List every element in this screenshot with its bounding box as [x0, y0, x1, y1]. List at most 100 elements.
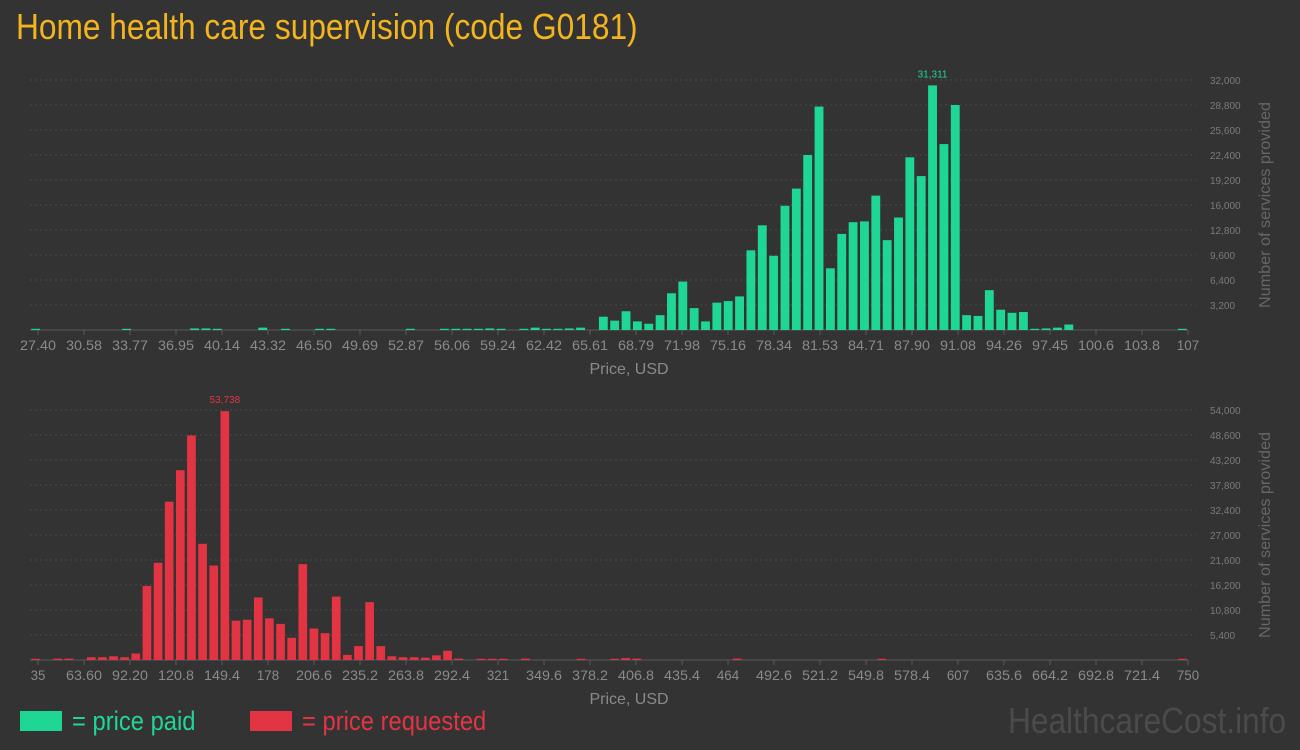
bar — [409, 657, 419, 660]
bar — [701, 321, 710, 330]
x-tick-label: 549.8 — [848, 667, 884, 683]
x-tick-label: 68.79 — [618, 337, 654, 353]
bar — [1041, 328, 1051, 330]
bar — [326, 328, 336, 330]
bar — [451, 328, 461, 330]
bar — [576, 327, 586, 330]
bar — [939, 144, 949, 330]
bar — [564, 328, 574, 330]
bar — [309, 628, 319, 660]
bar — [265, 618, 274, 660]
x-tick-label: 178 — [257, 667, 279, 683]
bar — [871, 195, 881, 330]
bar — [64, 658, 74, 660]
bar — [231, 620, 241, 660]
x-tick-label: 120.8 — [158, 667, 194, 683]
x-tick-label: 36.95 — [158, 337, 194, 353]
bar — [576, 658, 586, 660]
bar — [201, 328, 211, 330]
bar — [131, 653, 141, 660]
x-tick-label: 378.2 — [572, 667, 608, 683]
bar — [320, 633, 330, 660]
y-axis-label: Number of services provided — [1257, 432, 1274, 638]
bar — [950, 105, 960, 330]
bar — [1007, 312, 1017, 330]
x-tick-label: 103.8 — [1124, 337, 1160, 353]
x-axis-label: Price, USD — [589, 361, 668, 378]
x-tick-label: 721.4 — [1124, 667, 1160, 683]
bar — [276, 623, 285, 660]
bar — [258, 327, 268, 330]
bar — [860, 221, 869, 330]
x-tick-label: 92.20 — [112, 667, 148, 683]
page-title: Home health care supervision (code G0181… — [16, 6, 638, 47]
x-tick-label: 30.58 — [66, 337, 102, 353]
x-tick-label: 35 — [31, 667, 46, 683]
x-tick-label: 664.2 — [1032, 667, 1068, 683]
bar — [723, 301, 733, 330]
bar — [1018, 312, 1028, 330]
bar — [553, 328, 563, 330]
bar — [962, 315, 972, 330]
x-tick-label: 435.4 — [664, 667, 700, 683]
watermark: HealthcareCost.info — [1007, 700, 1286, 741]
bar — [454, 658, 464, 660]
bar — [209, 565, 219, 660]
x-tick-label: 750 — [1177, 667, 1199, 683]
y-tick-label: 10,800 — [1210, 606, 1241, 617]
bar — [1177, 328, 1187, 330]
x-tick-label: 263.8 — [388, 667, 424, 683]
x-tick-label: 100.6 — [1078, 337, 1114, 353]
x-tick-label: 406.8 — [618, 667, 654, 683]
x-tick-label: 33.77 — [112, 337, 148, 353]
bar — [732, 658, 742, 660]
bar — [212, 328, 222, 330]
bar — [398, 657, 408, 660]
x-tick-label: 91.08 — [940, 337, 976, 353]
bar — [432, 655, 441, 660]
bar — [632, 658, 642, 660]
x-tick-label: 84.71 — [848, 337, 884, 353]
bar — [644, 323, 654, 330]
bar — [122, 328, 131, 330]
bar — [153, 562, 163, 660]
bar — [281, 328, 290, 330]
x-tick-label: 40.14 — [204, 337, 240, 353]
y-tick-label: 48,600 — [1210, 431, 1241, 442]
x-tick-label: 63.60 — [66, 667, 102, 683]
x-tick-label: 349.6 — [526, 667, 562, 683]
bar — [354, 646, 363, 660]
bar — [780, 205, 790, 330]
x-tick-label: 107 — [1177, 337, 1199, 353]
bar — [928, 85, 937, 330]
x-tick-label: 94.26 — [986, 337, 1022, 353]
bar — [746, 250, 756, 330]
y-tick-label: 43,200 — [1210, 456, 1241, 467]
y-tick-label: 32,400 — [1210, 506, 1241, 517]
bar — [655, 315, 665, 330]
bar — [519, 328, 529, 330]
bar — [315, 328, 324, 330]
bar — [98, 657, 107, 660]
bar — [420, 657, 430, 660]
bar — [667, 293, 676, 330]
bar — [287, 637, 297, 660]
legend-price-paid: = price paid — [20, 704, 212, 738]
bar — [474, 328, 483, 330]
x-tick-label: 75.16 — [710, 337, 746, 353]
x-tick-label: 62.42 — [526, 337, 562, 353]
bar — [689, 308, 699, 330]
bar — [769, 255, 779, 330]
x-tick-label: 43.32 — [250, 337, 286, 353]
bar — [220, 411, 230, 660]
bar — [198, 543, 207, 660]
x-tick-label: 464 — [717, 667, 739, 683]
bar — [735, 296, 744, 330]
y-axis-label: Number of services provided — [1257, 102, 1274, 308]
bar — [848, 222, 858, 330]
legend-swatch-requested — [250, 711, 292, 731]
bar — [598, 316, 608, 330]
bar — [632, 321, 642, 330]
x-tick-label: 87.90 — [894, 337, 930, 353]
